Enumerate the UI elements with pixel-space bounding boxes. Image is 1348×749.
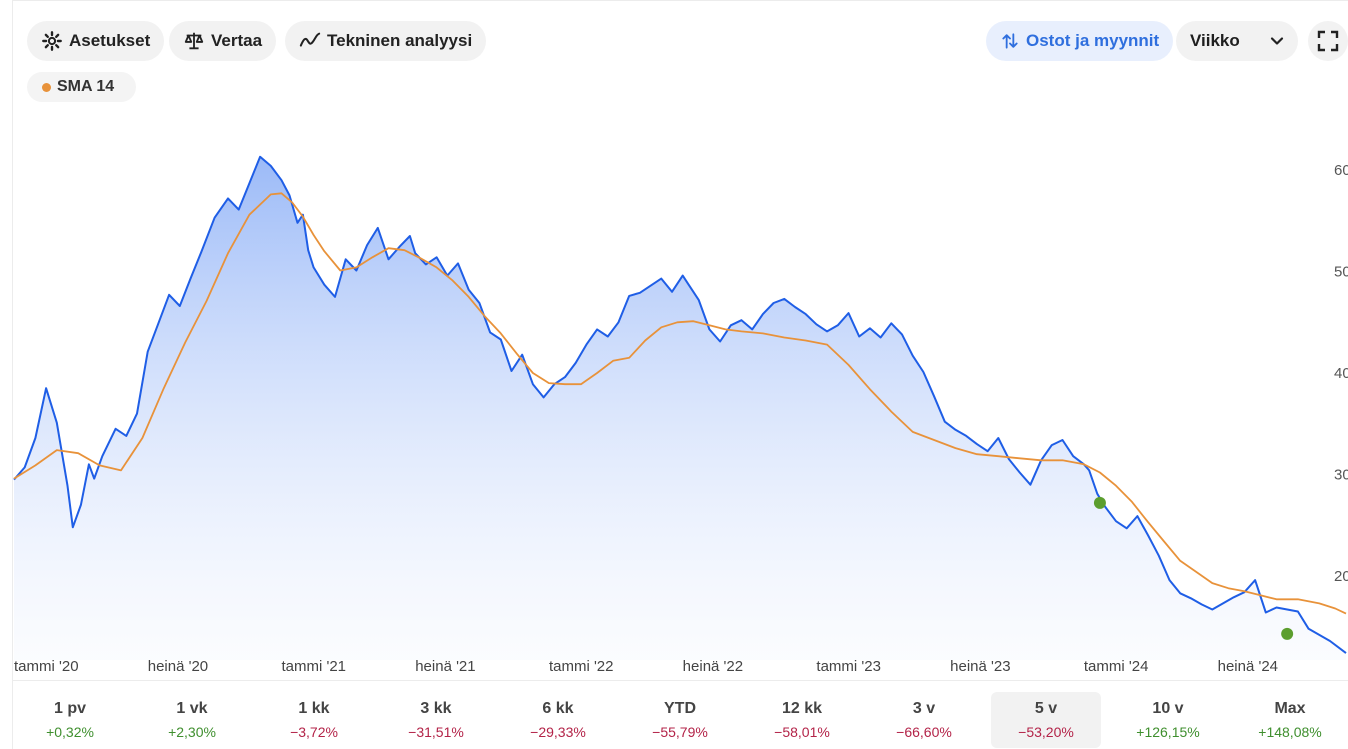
indicator-label: SMA 14 xyxy=(57,78,115,95)
period-button[interactable]: Max +148,08% xyxy=(1235,692,1345,748)
settings-button[interactable]: Asetukset xyxy=(27,21,165,61)
trades-toggle-label: Ostot ja myynnit xyxy=(1026,31,1160,50)
chevron-down-icon xyxy=(1270,37,1284,45)
interval-select[interactable]: Viikko xyxy=(1176,21,1298,61)
x-tick-label: heinä '20 xyxy=(148,658,208,675)
x-tick-label: heinä '22 xyxy=(683,658,743,675)
x-tick-label: tammi '22 xyxy=(549,658,614,675)
period-button[interactable]: 1 kk −3,72% xyxy=(259,692,369,748)
period-label: 1 vk xyxy=(176,700,208,717)
x-tick-label: heinä '23 xyxy=(950,658,1010,675)
x-tick-label: tammi '24 xyxy=(1084,658,1149,675)
compare-button[interactable]: Vertaa xyxy=(169,21,277,61)
trades-toggle-button[interactable]: Ostot ja myynnit xyxy=(986,21,1174,61)
fullscreen-button[interactable] xyxy=(1308,21,1348,61)
period-change: −55,79% xyxy=(652,724,708,740)
period-change: +0,32% xyxy=(46,724,94,740)
gear-icon xyxy=(42,31,62,51)
interval-value: Viikko xyxy=(1190,31,1240,50)
period-label: 3 kk xyxy=(420,700,452,717)
compare-label: Vertaa xyxy=(211,31,263,50)
x-tick-label: heinä '24 xyxy=(1218,658,1278,675)
period-label: 3 v xyxy=(912,700,936,717)
indicator-chip-sma[interactable]: SMA 14 xyxy=(27,72,137,102)
period-change: −29,33% xyxy=(530,724,586,740)
period-change: −53,20% xyxy=(1018,724,1074,740)
indicator-color-dot xyxy=(42,82,51,92)
y-tick-label: 60 xyxy=(1334,162,1348,179)
price-line xyxy=(13,155,1347,654)
period-button[interactable]: 5 v −53,20% xyxy=(991,692,1101,748)
price-area xyxy=(14,156,1346,660)
period-label: 5 v xyxy=(1034,700,1058,717)
y-tick-label: 20 xyxy=(1334,568,1348,585)
y-tick-label: 50 xyxy=(1334,264,1348,281)
x-tick-label: tammi '20 xyxy=(14,658,79,675)
period-label: 1 kk xyxy=(298,700,330,717)
period-label: Max xyxy=(1274,700,1306,717)
period-change: +2,30% xyxy=(168,724,216,740)
technical-analysis-button[interactable]: Tekninen analyysi xyxy=(285,21,487,61)
trade-marker[interactable] xyxy=(1093,496,1106,509)
period-label: 12 kk xyxy=(781,700,823,717)
period-button[interactable]: 1 vk +2,30% xyxy=(137,692,247,748)
period-change: −31,51% xyxy=(408,724,464,740)
period-change: +126,15% xyxy=(1136,724,1200,740)
period-change: −58,01% xyxy=(774,724,830,740)
settings-label: Asetukset xyxy=(69,31,151,50)
period-label: 6 kk xyxy=(542,700,574,717)
period-change: −66,60% xyxy=(896,724,952,740)
period-change: −3,72% xyxy=(290,724,338,740)
period-button[interactable]: 6 kk −29,33% xyxy=(503,692,613,748)
period-button[interactable]: 1 pv +0,32% xyxy=(15,692,125,748)
technical-analysis-label: Tekninen analyysi xyxy=(327,31,473,50)
period-button[interactable]: YTD −55,79% xyxy=(625,692,735,748)
fullscreen-icon xyxy=(1317,30,1339,52)
period-label: 1 pv xyxy=(53,700,86,717)
period-button[interactable]: 3 v −66,60% xyxy=(869,692,979,748)
x-tick-label: tammi '23 xyxy=(816,658,881,675)
period-label: 10 v xyxy=(1152,700,1184,717)
swap-arrows-icon xyxy=(1002,33,1018,49)
x-tick-label: heinä '21 xyxy=(415,658,475,675)
period-button[interactable]: 3 kk −31,51% xyxy=(381,692,491,748)
price-chart[interactable]: 60 50 40 30 20 tammi '20 heinä '20 tammi '21 he… xyxy=(0,0,1348,680)
period-selector: 1 pv +0,32% 1 vk +2,30% 1 kk −3,72% 3 kk −31,51… xyxy=(12,680,1348,749)
y-tick-label: 30 xyxy=(1334,467,1348,484)
chart-panel xyxy=(12,0,1348,749)
trade-marker[interactable] xyxy=(1281,627,1294,640)
scale-icon xyxy=(184,32,204,50)
trend-wave-icon xyxy=(299,32,321,47)
x-tick-label: tammi '21 xyxy=(281,658,346,675)
period-button[interactable]: 12 kk −58,01% xyxy=(747,692,857,748)
period-change: +148,08% xyxy=(1258,724,1322,740)
period-button[interactable]: 10 v +126,15% xyxy=(1113,692,1223,748)
sma-line xyxy=(13,192,1347,615)
period-label: YTD xyxy=(664,700,696,717)
y-tick-label: 40 xyxy=(1334,365,1348,382)
